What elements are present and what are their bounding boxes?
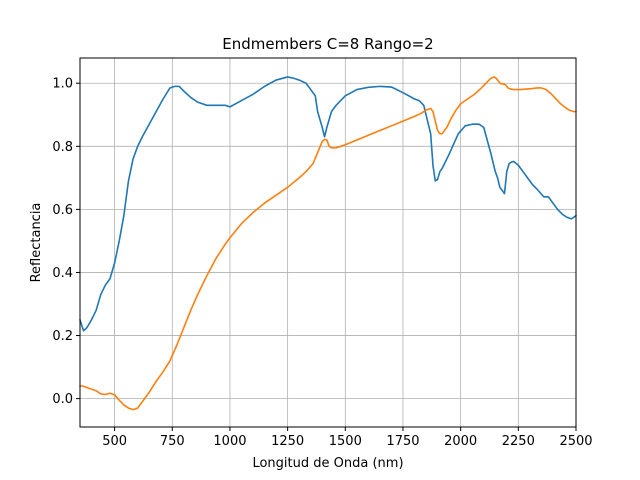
y-tick-label: 0.4 [52, 266, 73, 281]
x-tick-label: 2500 [559, 434, 592, 449]
x-tick-label: 2000 [444, 434, 477, 449]
chart-title: Endmembers C=8 Rango=2 [222, 35, 433, 53]
tick-layer: 500 750 1000 1250 1500 1750 2000 2250 2500 0.0 0.2… [52, 77, 592, 449]
x-tick-label: 1500 [329, 434, 362, 449]
y-axis-label: Reflectancia [29, 203, 44, 283]
series-line-2 [79, 76, 577, 411]
x-tick-label: 1750 [386, 434, 419, 449]
grid-layer [80, 58, 577, 427]
series-layer [79, 76, 577, 411]
y-tick-label: 0.0 [52, 392, 73, 407]
x-tick-label: 750 [160, 434, 185, 449]
y-tick-label: 0.8 [52, 140, 73, 155]
y-tick-label: 0.6 [52, 203, 73, 218]
x-tick-label: 500 [102, 434, 127, 449]
x-tick-label: 2250 [502, 434, 535, 449]
x-tick-label: 1000 [213, 434, 246, 449]
series-line-1 [79, 76, 577, 332]
y-tick-label: 1.0 [52, 77, 73, 92]
plot-frame [79, 57, 577, 428]
x-tick-label: 1250 [271, 434, 304, 449]
y-tick-label: 0.2 [52, 329, 73, 344]
x-axis-label: Longitud de Onda (nm) [252, 456, 403, 471]
